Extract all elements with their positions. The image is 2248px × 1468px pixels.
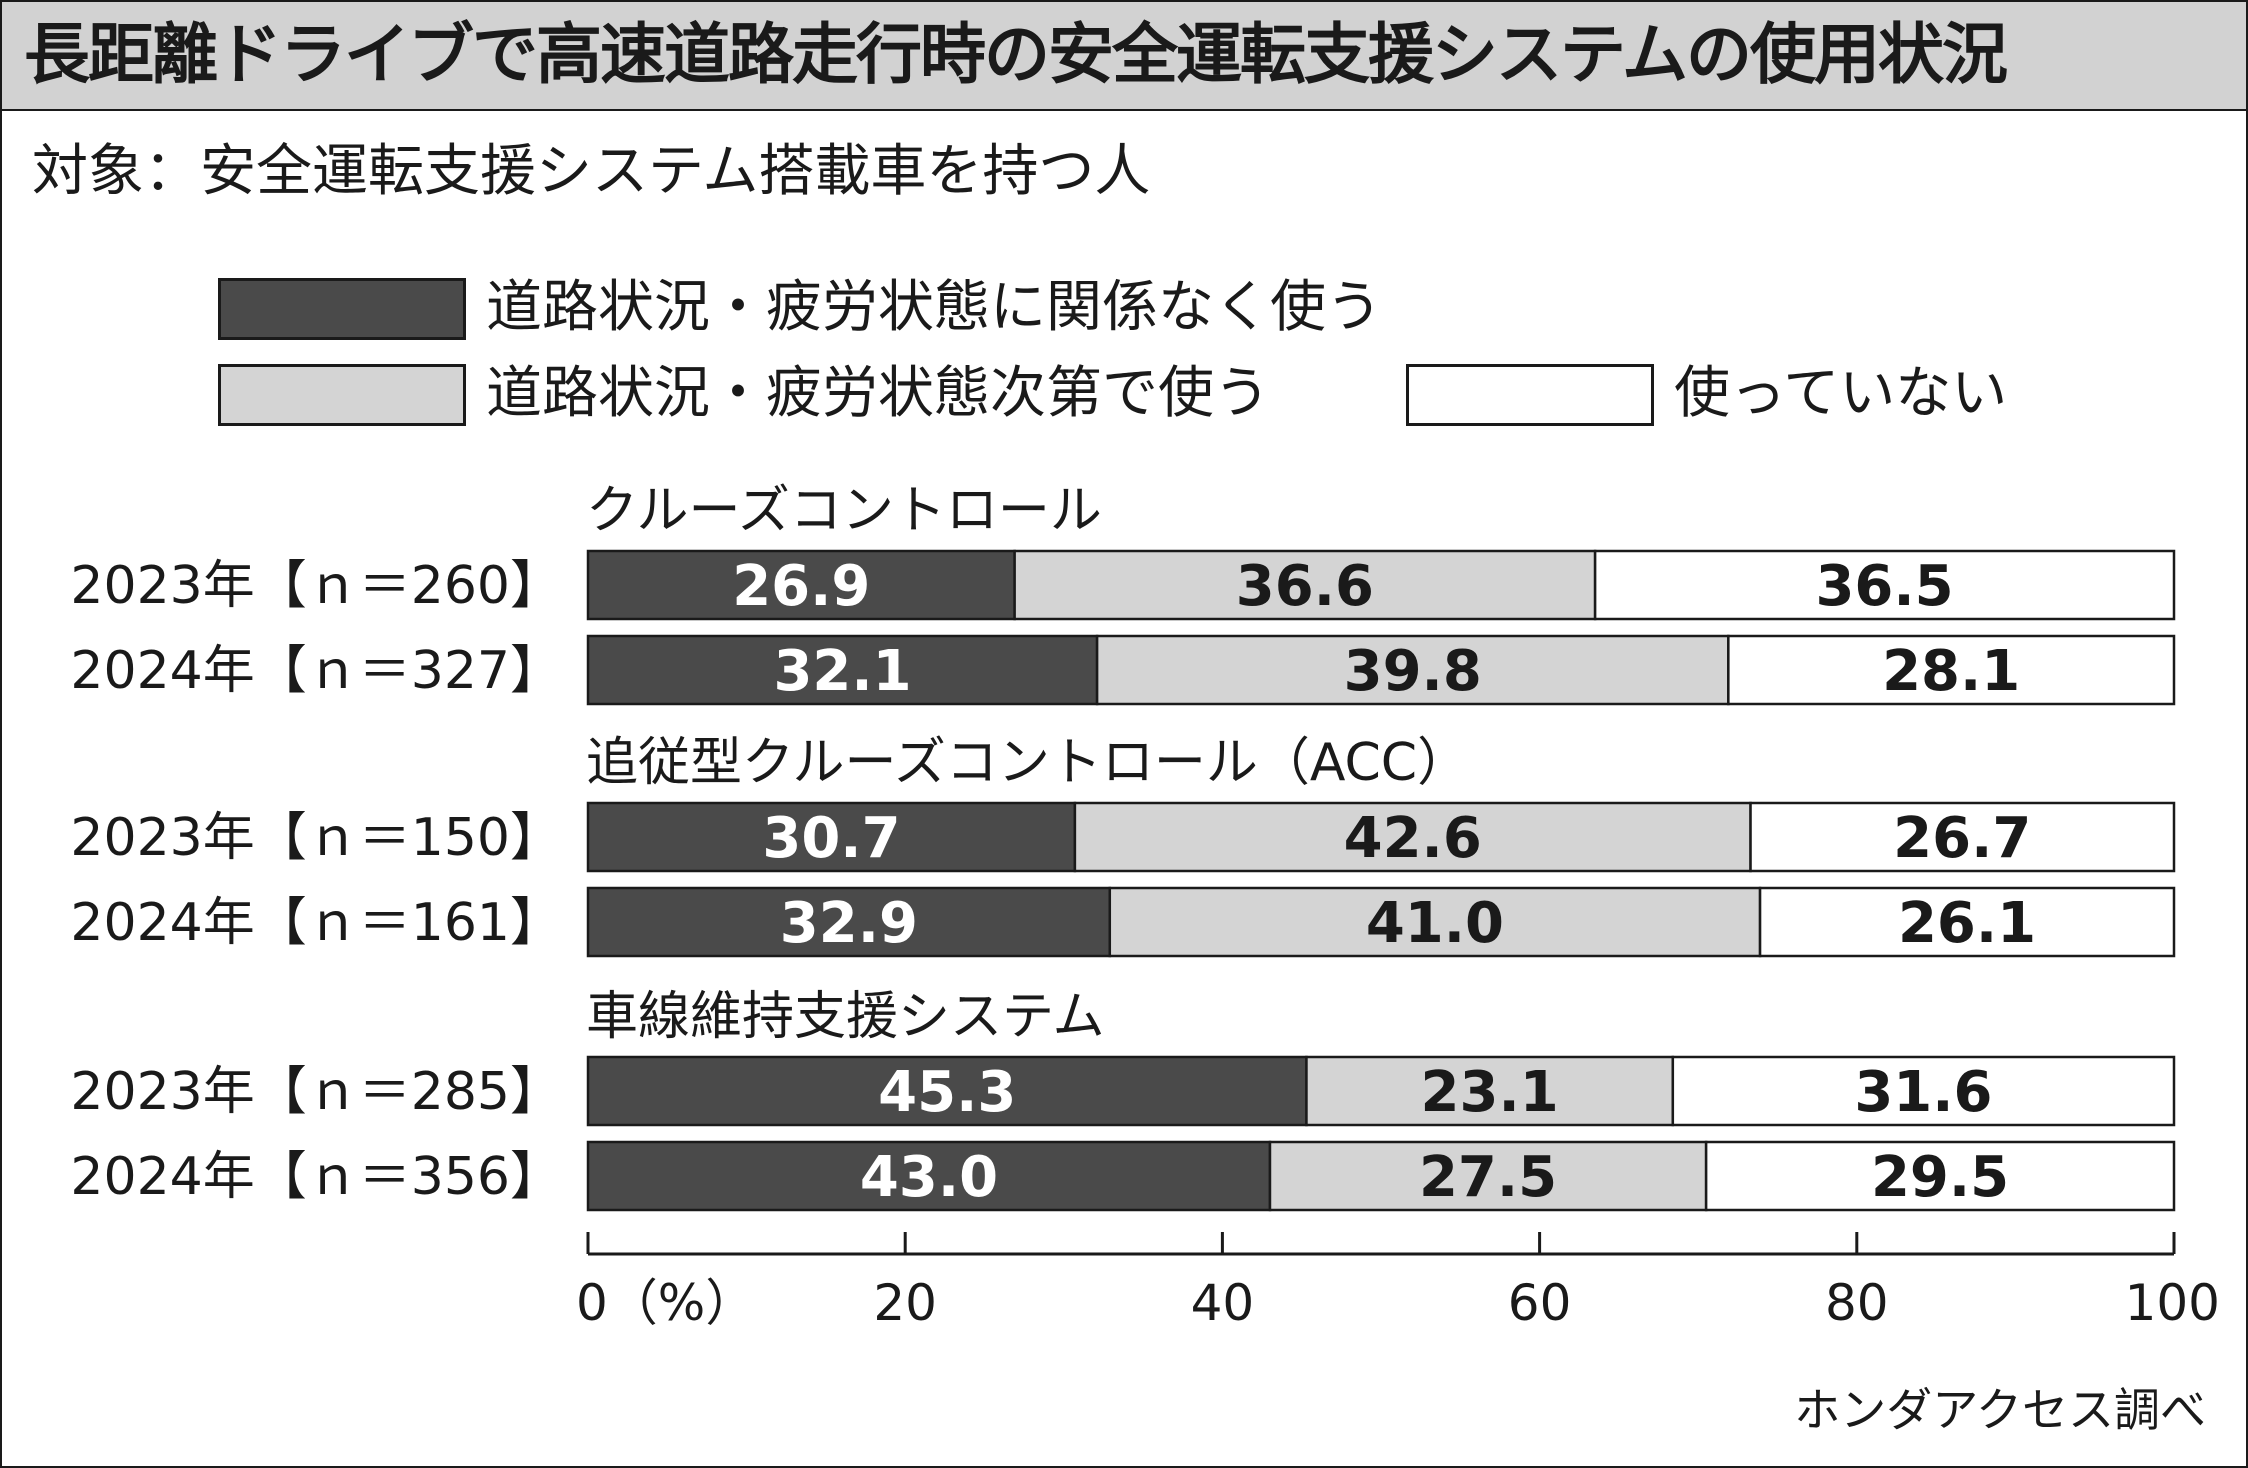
bar-segment	[1704, 1140, 2176, 1212]
legend-label-not-used: 使っていない	[1674, 361, 2008, 426]
row-label: 2023年【ｎ＝150】	[70, 808, 562, 868]
data-label: 30.7	[762, 806, 900, 871]
row-label: 2023年【ｎ＝285】	[70, 1062, 562, 1122]
data-label: 32.9	[780, 891, 918, 956]
x-tick-label: 40	[1191, 1274, 1255, 1332]
bar-segment	[586, 801, 1077, 873]
bar-segment	[1593, 549, 2176, 621]
data-label: 29.5	[1871, 1145, 2009, 1210]
group-label: クルーズコントロール	[586, 481, 1102, 541]
bar-segment	[1671, 1055, 2176, 1127]
data-label: 39.8	[1344, 639, 1482, 704]
data-label: 26.9	[732, 554, 870, 619]
x-tick-label: 100	[2125, 1274, 2220, 1332]
x-tick-label: 60	[1508, 1274, 1572, 1332]
row-label: 2024年【ｎ＝161】	[70, 893, 562, 953]
data-label: 28.1	[1882, 639, 2020, 704]
group-label: 車線維持支援システム	[586, 987, 1104, 1047]
x-tick-label: 20	[873, 1274, 937, 1332]
legend-swatch-always	[218, 278, 466, 340]
chart-subtitle: 対象：安全運転支援システム搭載車を持つ人	[32, 139, 1151, 204]
data-label: 43.0	[860, 1145, 998, 1210]
data-label: 41.0	[1366, 891, 1504, 956]
row-label: 2024年【ｎ＝327】	[70, 641, 562, 701]
legend-swatch-conditional	[218, 364, 466, 426]
data-label: 26.1	[1898, 891, 2036, 956]
data-label: 36.5	[1815, 554, 1953, 619]
data-label: 32.1	[773, 639, 911, 704]
bar-segment	[1108, 886, 1762, 958]
bar-segment	[1758, 886, 2176, 958]
data-label: 27.5	[1419, 1145, 1557, 1210]
x-tick-label: 0（%）	[576, 1274, 755, 1332]
bar-segment	[586, 886, 1112, 958]
bar-segment	[586, 634, 1099, 706]
bar-segment	[1305, 1055, 1675, 1127]
bar-segment	[1727, 634, 2176, 706]
group-label: 追従型クルーズコントロール（ACC）	[586, 733, 1469, 793]
row-label: 2024年【ｎ＝356】	[70, 1147, 562, 1207]
data-label: 42.6	[1344, 806, 1482, 871]
bar-segment	[586, 1055, 1308, 1127]
bar-segment	[1268, 1140, 1708, 1212]
x-tick-label: 80	[1825, 1274, 1889, 1332]
data-label: 36.6	[1236, 554, 1374, 619]
title-bar: 長距離ドライブで高速道路走行時の安全運転支援システムの使用状況	[2, 2, 2246, 111]
legend-label-conditional: 道路状況・疲労状態次第で使う	[486, 361, 1270, 426]
data-label: 31.6	[1854, 1060, 1992, 1125]
row-label: 2023年【ｎ＝260】	[70, 556, 562, 616]
legend-label-always: 道路状況・疲労状態に関係なく使う	[486, 275, 1382, 340]
data-label: 26.7	[1893, 806, 2031, 871]
bar-segment	[1749, 801, 2176, 873]
bar-segment	[1073, 801, 1752, 873]
bar-segment	[1013, 549, 1597, 621]
source-note: ホンダアクセス調べ	[1794, 1383, 2206, 1437]
chart-title: 長距離ドライブで高速道路走行時の安全運転支援システムの使用状況	[24, 16, 2008, 93]
data-label: 45.3	[878, 1060, 1016, 1125]
legend-swatch-not-used	[1406, 364, 1654, 426]
data-label: 23.1	[1421, 1060, 1559, 1125]
bar-segment	[586, 1140, 1272, 1212]
